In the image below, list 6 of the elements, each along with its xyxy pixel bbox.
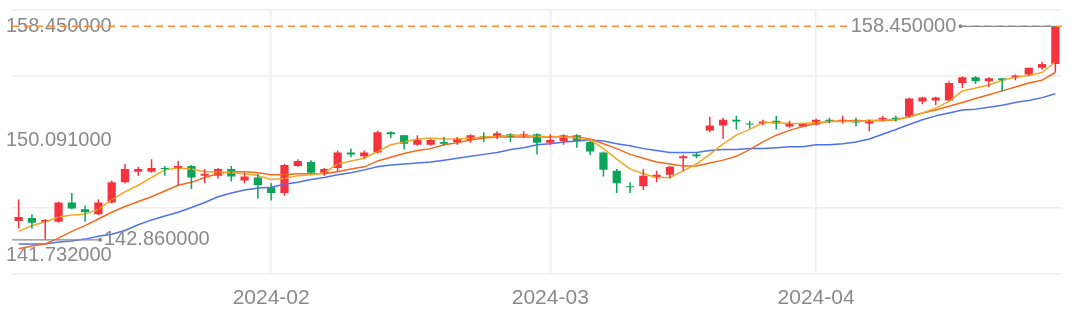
x-tick-label: 2024-02 [232, 285, 310, 309]
x-tick-label: 2024-04 [777, 285, 855, 309]
y-tick-label: 150.091000 [6, 128, 112, 151]
annotation: 158.450000 [850, 13, 957, 36]
y-tick-label: 158.450000 [6, 13, 112, 36]
x-tick-label: 2024-03 [511, 285, 589, 309]
